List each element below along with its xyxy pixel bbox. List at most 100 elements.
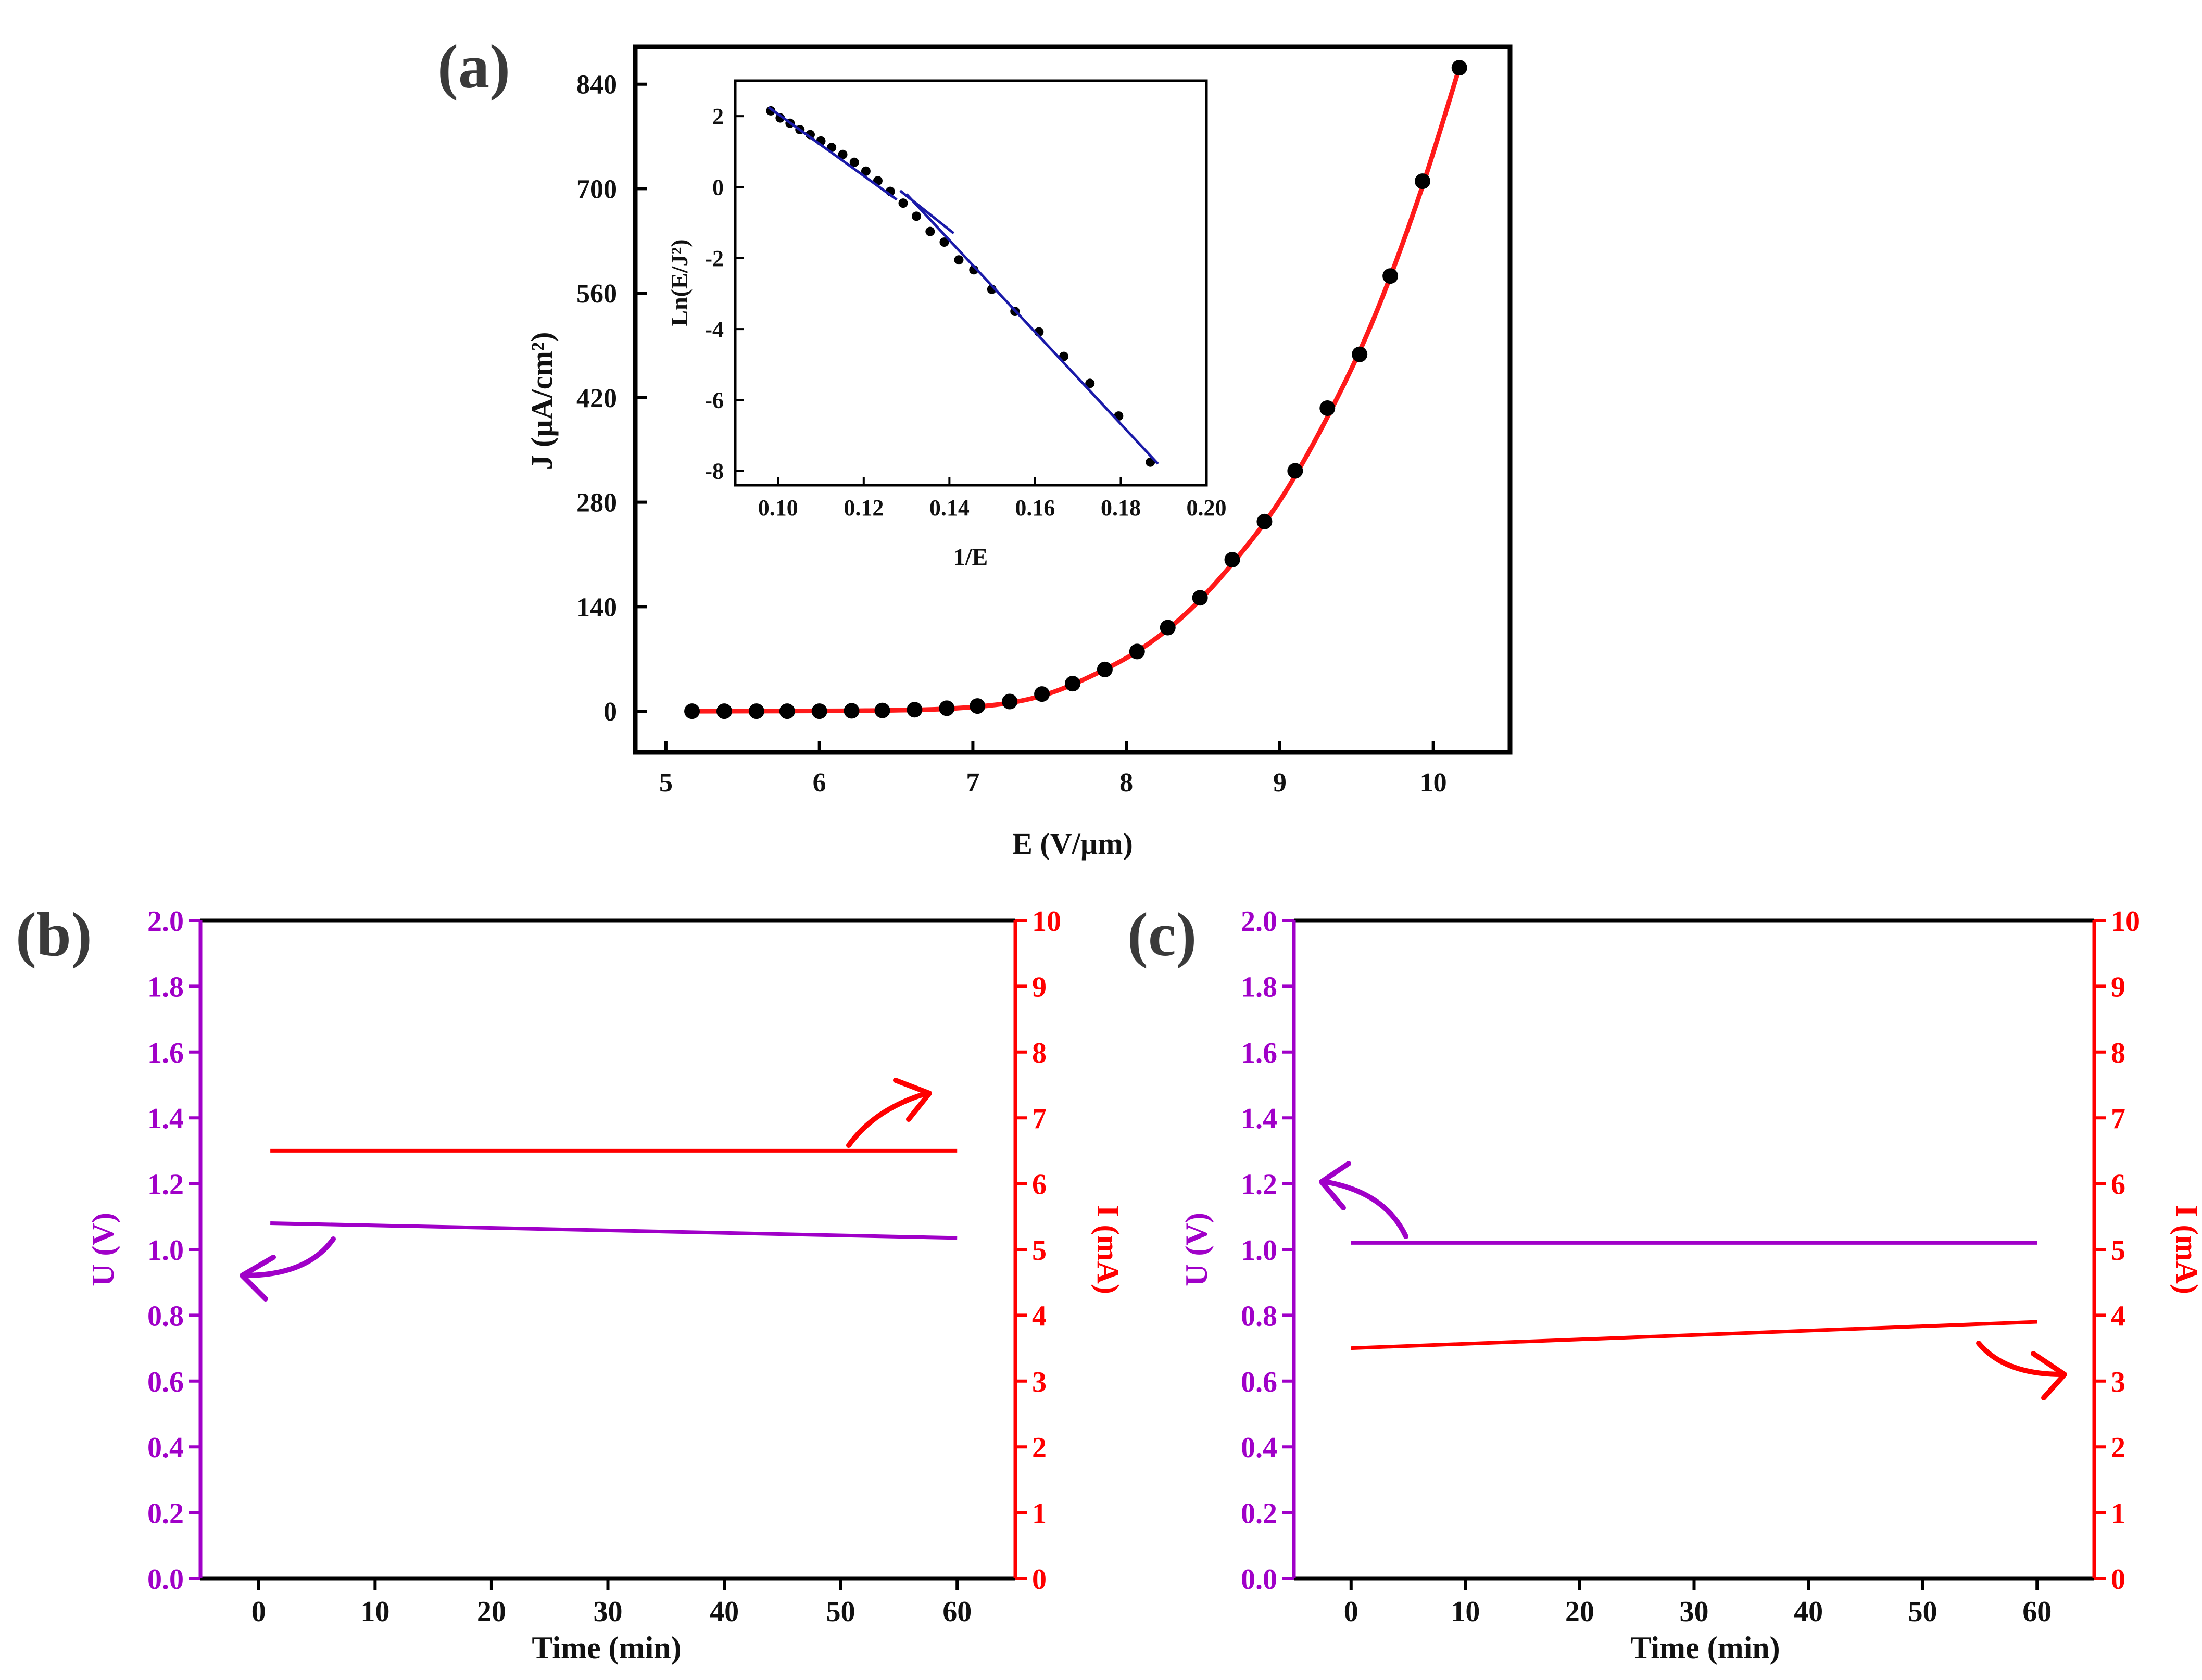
inset-data-point xyxy=(898,198,908,208)
left-tick-label: 0.2 xyxy=(1241,1498,1277,1530)
right-tick-label: 2 xyxy=(2111,1432,2125,1464)
inset-y-tick-label: -2 xyxy=(704,246,724,271)
inset-data-point xyxy=(849,157,859,167)
data-point xyxy=(970,698,986,714)
inset-x-tick-label: 0.16 xyxy=(1015,495,1055,521)
data-point xyxy=(1002,693,1018,710)
inset-fit-line xyxy=(767,106,898,201)
right-tick-label: 10 xyxy=(1032,905,1061,938)
right-tick-label: 8 xyxy=(2111,1037,2125,1069)
inset-y-tick-label: 2 xyxy=(712,104,724,129)
left-tick-label: 1.6 xyxy=(147,1037,184,1069)
left-tick-label: 0.4 xyxy=(1241,1432,1277,1464)
right-tick-label: 1 xyxy=(1032,1498,1047,1530)
inset-data-point xyxy=(775,113,785,123)
inset-x-tick-label: 0.20 xyxy=(1187,495,1227,521)
left-tick-label: 1.0 xyxy=(147,1234,184,1267)
data-point xyxy=(1382,268,1399,284)
data-point xyxy=(1129,643,1145,660)
panel-c-current-arrow xyxy=(1976,1341,2067,1400)
right-tick-label: 6 xyxy=(2111,1169,2125,1201)
data-point xyxy=(907,702,923,718)
left-tick-label: 1.2 xyxy=(1241,1169,1277,1201)
panel-c: (c) 0 10 20 30 40 50 600.00.20.40.60.81.01.21.… xyxy=(1127,900,2202,1665)
inset-x-ticks: 0.10 0.12 0.14 0.16 0.18 0.20 xyxy=(758,477,1227,521)
data-point xyxy=(811,703,827,719)
x-tick-label: 8 xyxy=(1119,768,1133,798)
series-line-I xyxy=(1351,1320,2037,1350)
x-tick-label: 0 xyxy=(251,1596,266,1628)
y-tick-label: 0 xyxy=(603,697,617,727)
right-tick-label: 4 xyxy=(1032,1300,1047,1332)
series-line-U xyxy=(270,1221,958,1240)
data-point xyxy=(844,703,860,719)
left-tick-label: 0.0 xyxy=(1241,1563,1277,1596)
x-tick-label: 0 xyxy=(1344,1596,1358,1628)
right-tick-label: 1 xyxy=(2111,1498,2125,1530)
x-tick-label: 40 xyxy=(1794,1596,1823,1628)
data-point xyxy=(1065,676,1080,692)
left-tick-label: 0.2 xyxy=(147,1498,184,1530)
x-tick-label: 10 xyxy=(360,1596,389,1628)
y-tick-label: 700 xyxy=(576,174,617,204)
y-tick-label: 840 xyxy=(576,70,617,100)
inset-fit-line xyxy=(905,193,1159,465)
x-tick-label: 5 xyxy=(659,768,673,798)
inset-data-points xyxy=(766,106,1155,467)
panel-b-label: (b) xyxy=(16,900,92,969)
data-point xyxy=(1192,590,1208,606)
x-tick-label: 60 xyxy=(942,1596,972,1628)
data-point xyxy=(779,703,795,719)
data-point xyxy=(1319,400,1336,416)
panel-b-right-axis-label: I (mA) xyxy=(1091,1205,1125,1294)
right-tick-label: 5 xyxy=(2111,1234,2125,1267)
panel-c-plot: 0 10 20 30 40 50 600.00.20.40.60.81.01.21.41.6… xyxy=(1241,905,2140,1628)
left-tick-label: 1.6 xyxy=(1241,1037,1277,1069)
right-tick-label: 5 xyxy=(1032,1234,1047,1267)
right-tick-label: 9 xyxy=(1032,971,1047,1003)
inset-y-tick-label: -6 xyxy=(704,387,724,413)
panel-a-inset: 0.10 0.12 0.14 0.16 0.18 0.20 20-2-4-6-8 1/E … xyxy=(666,79,1227,570)
inset-x-tick-label: 0.10 xyxy=(758,495,798,521)
left-tick-label: 1.8 xyxy=(147,971,184,1003)
inset-y-tick-label: -8 xyxy=(704,459,724,484)
panel-a-data-points xyxy=(684,60,1467,719)
data-point xyxy=(748,703,764,719)
right-tick-label: 8 xyxy=(1032,1037,1047,1069)
panel-c-left-axis-label: U (V) xyxy=(1179,1212,1214,1286)
right-tick-label: 4 xyxy=(2111,1300,2125,1332)
inset-x-tick-label: 0.14 xyxy=(929,495,970,521)
panel-a-x-ticks: 5 6 7 8 9 10 xyxy=(659,741,1447,798)
panel-c-x-axis-label: Time (min) xyxy=(1630,1631,1780,1665)
data-point xyxy=(939,700,955,716)
inset-data-point xyxy=(1085,378,1095,388)
panel-b-current-arrow xyxy=(846,1078,932,1148)
inset-data-point xyxy=(861,166,871,176)
right-tick-label: 7 xyxy=(2111,1103,2125,1135)
left-tick-label: 2.0 xyxy=(1241,905,1277,938)
y-tick-label: 140 xyxy=(576,592,617,622)
right-tick-label: 0 xyxy=(1032,1563,1047,1596)
data-point xyxy=(1034,686,1050,702)
inset-data-point xyxy=(954,255,964,265)
panel-a-x-axis-label: E (V/µm) xyxy=(1012,827,1133,861)
data-point xyxy=(1224,552,1240,568)
inset-data-point xyxy=(912,211,922,221)
panel-b-voltage-arrow xyxy=(240,1236,336,1302)
data-point xyxy=(716,703,732,719)
inset-x-axis-label: 1/E xyxy=(953,544,988,570)
x-tick-label: 6 xyxy=(813,768,826,798)
left-tick-label: 0.8 xyxy=(1241,1300,1277,1332)
inset-y-tick-label: -4 xyxy=(704,317,724,342)
panel-a-y-axis-label: J (µA/cm²) xyxy=(525,332,559,470)
x-tick-label: 30 xyxy=(1680,1596,1709,1628)
x-tick-label: 10 xyxy=(1451,1596,1480,1628)
inset-y-ticks: 2 0 -2 -4 -6 -8 xyxy=(704,104,744,484)
panel-c-right-axis-label: I (mA) xyxy=(2170,1205,2202,1294)
left-tick-label: 1.8 xyxy=(1241,971,1277,1003)
left-tick-label: 0.4 xyxy=(147,1432,184,1464)
left-tick-label: 1.0 xyxy=(1241,1234,1277,1267)
data-point xyxy=(1256,513,1273,529)
x-tick-label: 40 xyxy=(710,1596,739,1628)
y-tick-label: 420 xyxy=(576,384,617,413)
